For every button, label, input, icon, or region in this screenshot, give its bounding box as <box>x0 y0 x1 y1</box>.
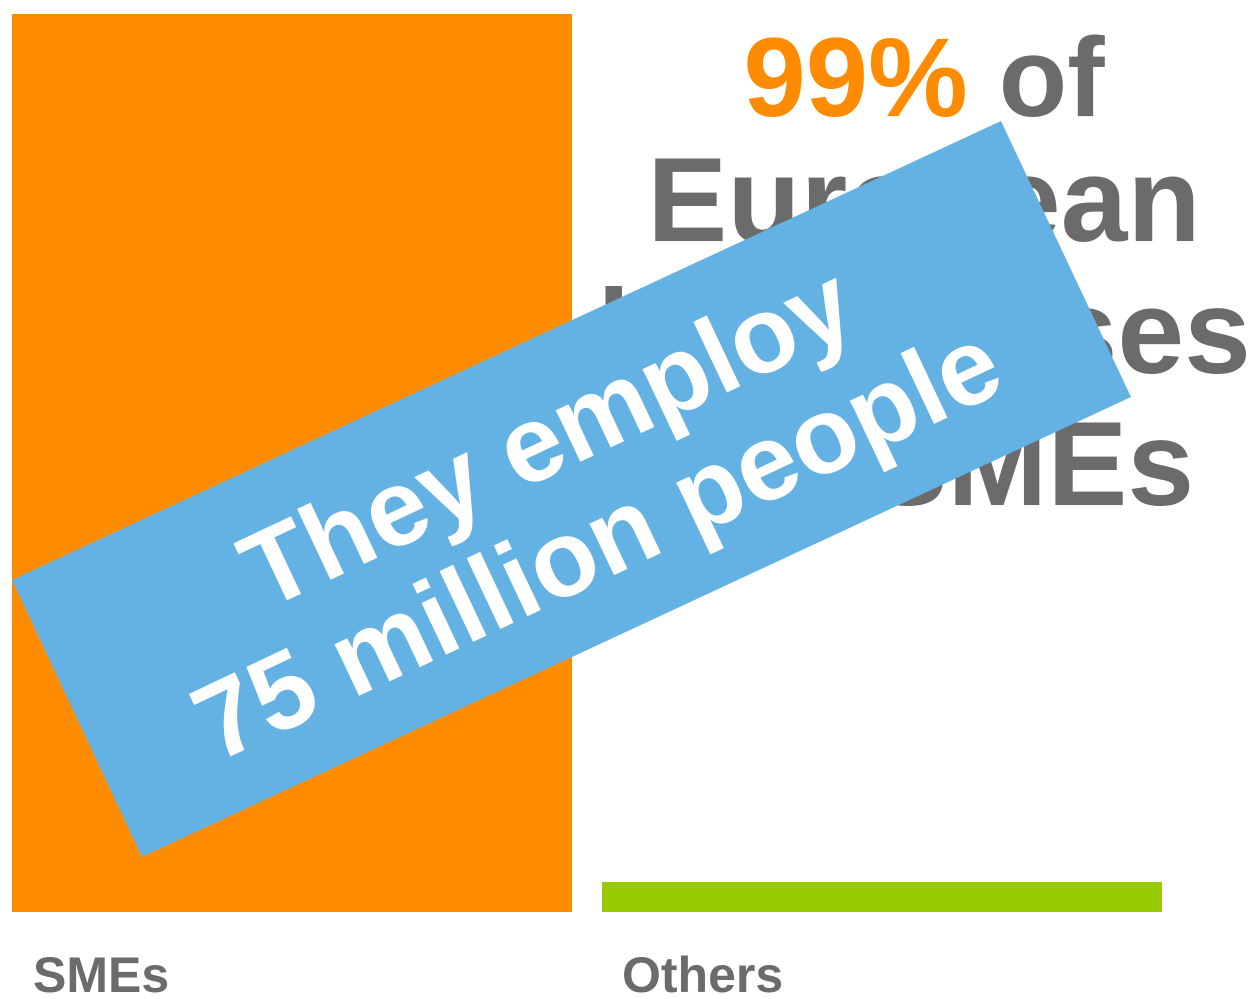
headline-line-1-rest: of <box>967 15 1105 140</box>
headline-percent: 99% <box>743 15 968 140</box>
headline-line-4: are SMEs <box>653 397 1195 531</box>
headline-line-3: businesses <box>597 265 1251 399</box>
bar-smes <box>12 14 572 912</box>
category-label-others: Others <box>622 947 784 999</box>
headline: 99% of European businesses are SMEs <box>590 22 1258 536</box>
headline-line-1: 99% of <box>590 22 1258 140</box>
category-label-smes: SMEs <box>33 947 170 999</box>
headline-line-2: European <box>647 133 1201 267</box>
bar-others <box>602 882 1162 912</box>
